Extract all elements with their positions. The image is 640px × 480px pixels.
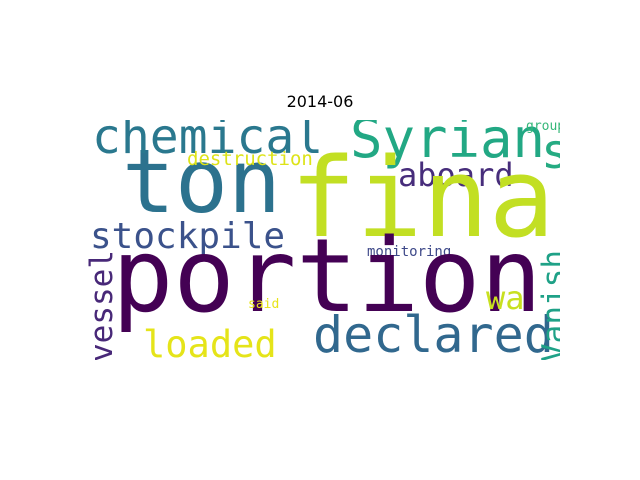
- word-wa: wa: [486, 279, 525, 317]
- word-cloud: ton chemical Syrian s group destruction …: [80, 120, 560, 360]
- word-syrian: Syrian: [350, 120, 546, 170]
- word-portion: portion: [112, 217, 542, 336]
- word-loaded: loaded: [143, 323, 277, 360]
- word-stockpile: stockpile: [90, 216, 286, 257]
- word-chemical: chemical: [92, 120, 324, 165]
- word-s: s: [541, 124, 560, 180]
- word-said: said: [248, 297, 280, 312]
- word-declared: declared: [313, 306, 554, 360]
- word-monitoring: monitoring: [367, 244, 452, 260]
- word-aboard: aboard: [398, 156, 514, 194]
- word-group: group: [526, 120, 560, 134]
- word-ton: ton: [122, 130, 281, 233]
- word-final: final: [290, 134, 560, 262]
- figure-title: 2014-06: [286, 92, 354, 111]
- word-destruction: destruction: [187, 148, 313, 170]
- word-vessel: vessel: [84, 250, 120, 360]
- word-vanish: Vanish: [536, 250, 560, 360]
